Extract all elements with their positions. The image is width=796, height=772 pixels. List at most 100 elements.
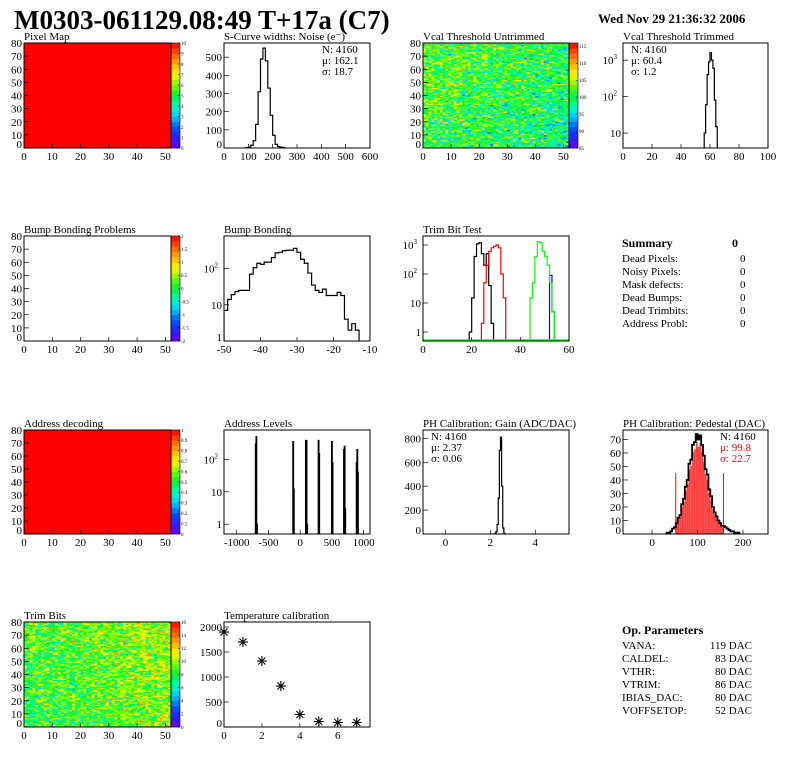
heatmap-cell [442,113,446,116]
heatmap-cell [566,128,569,130]
heatmap-cell [442,100,446,103]
heatmap-cell [493,95,497,98]
heatmap-cell [442,53,446,56]
heatmap-cell [431,124,435,126]
heatmap-cell [515,61,519,63]
heatmap-cell [554,136,559,138]
heatmap-cell [535,134,539,137]
heatmap-cell [439,124,443,126]
heatmap-cell [560,128,564,130]
heatmap-cell [26,690,30,692]
heatmap-cell [549,61,553,63]
heatmap-cell [26,650,30,653]
heatmap-cell [423,94,427,96]
palette-band [569,100,578,107]
heatmap-cell [423,53,427,56]
heatmap-cell [546,46,550,49]
heatmap-cell [431,43,435,45]
heatmap-cell [442,111,446,113]
heatmap-cell [470,116,474,119]
heatmap-cell [442,60,446,62]
heatmap-cell [526,124,530,126]
heatmap-cell [456,61,460,63]
heatmap-cell [473,130,477,133]
heatmap-cell [493,117,497,120]
heatmap-cell [437,78,441,81]
heatmap-cell [425,49,429,52]
heatmap-cell [526,43,530,45]
heatmap-cell [501,52,505,54]
heatmap-cell [490,70,494,73]
heatmap-cell [546,75,550,78]
heatmap-cell [434,113,438,116]
heatmap-cell [504,92,508,95]
heatmap-cell [563,98,567,100]
heatmap-cell [557,96,561,99]
heatmap-cell [510,61,514,63]
fit-bin [695,442,698,534]
heatmap-cell [493,81,497,83]
heatmap-cell [560,79,564,82]
heatmap-cell [563,146,567,148]
heatmap-cell [493,64,497,66]
heatmap-cell [481,117,486,120]
heatmap-cell [549,49,553,52]
heatmap-cell [535,145,539,147]
heatmap-cell [437,82,441,84]
heatmap-cell [546,70,550,73]
heatmap-cell [549,99,553,102]
heatmap-cell [543,100,547,103]
heatmap-cell [434,132,438,134]
heatmap-cell [487,73,491,75]
heatmap-cell [521,62,525,65]
heatmap-cell [467,57,472,60]
heatmap-cell [529,115,533,117]
heatmap-cell [543,128,547,130]
heatmap-cell [498,91,502,94]
heatmap-cell [467,98,472,100]
heatmap-cell [26,643,30,645]
heatmap-cell [532,129,536,132]
heatmap-cell [532,113,536,116]
heatmap-cell [473,64,477,66]
heatmap-cell [549,70,553,73]
heatmap-cell [490,134,494,137]
heatmap-cell [445,113,449,116]
heatmap-cell [467,99,472,102]
heatmap-cell [557,112,561,115]
heatmap-cell [476,46,480,49]
heatmap-cell [538,146,542,148]
heatmap-cell [465,66,469,69]
heatmap-cell [498,113,502,116]
heatmap-cell [470,77,474,79]
heatmap-cell [456,129,460,132]
heatmap-cell [507,88,511,91]
heatmap-cell [439,86,443,88]
heatmap-cell [501,144,505,146]
heatmap-cell [518,44,522,46]
heatmap-cell [518,86,522,88]
heatmap-cell [459,65,463,67]
heatmap-cell [490,75,494,78]
heatmap-cell [481,144,486,146]
heatmap-cell [29,674,33,677]
heatmap-cell [439,99,443,102]
heatmap-cell [557,67,561,70]
heatmap-cell [504,108,508,111]
heatmap-cell [526,136,530,138]
heatmap-cell [501,77,505,79]
plot-area [24,430,171,534]
heatmap-cell [470,69,474,71]
heatmap-cell [437,49,441,52]
heatmap-cell [552,107,556,109]
heatmap-cell [465,58,469,61]
heatmap-cell [425,90,429,92]
heatmap-cell [518,69,522,71]
heatmap-cell [423,133,427,136]
heatmap-cell [512,142,516,145]
heatmap-cell [425,60,429,62]
heatmap-cell [540,100,545,103]
heatmap-cell [496,127,500,129]
heatmap-cell [24,677,28,679]
heatmap-cell [439,103,443,105]
